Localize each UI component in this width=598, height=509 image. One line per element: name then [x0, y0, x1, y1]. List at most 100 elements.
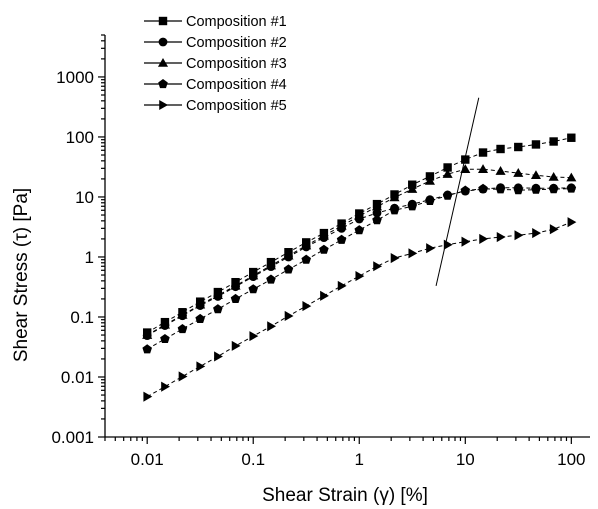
legend-item: Composition #3 — [144, 56, 287, 72]
pentagon-marker — [230, 293, 241, 303]
x-tick-label: 0.01 — [131, 450, 164, 469]
triangle-up-marker — [195, 299, 206, 309]
square-marker — [461, 155, 470, 164]
pentagon-marker — [407, 201, 418, 211]
pentagon-marker — [177, 323, 188, 334]
legend-label: Composition #5 — [186, 98, 287, 114]
pentagon-marker — [195, 313, 205, 323]
pentagon-marker — [495, 184, 506, 194]
triangle-up-marker — [177, 309, 188, 319]
pentagon-marker — [160, 333, 170, 344]
triangle-up-marker — [142, 330, 153, 339]
square-marker — [567, 133, 576, 142]
triangle-up-marker — [407, 184, 418, 193]
legend-label: Composition #1 — [186, 14, 287, 30]
pentagon-marker — [142, 344, 152, 354]
triangle-up-marker — [265, 260, 277, 270]
square-marker — [478, 148, 488, 157]
triangle-right-marker — [408, 248, 418, 259]
triangle-up-marker — [248, 270, 259, 280]
x-tick-label: 1 — [355, 450, 364, 469]
x-tick-label: 10 — [456, 450, 475, 469]
triangle-right-marker — [532, 228, 542, 239]
y-tick-label: 0.001 — [51, 428, 94, 447]
y-tick-label: 0.1 — [70, 308, 94, 327]
triangle-right-marker — [390, 252, 400, 264]
transition-line — [435, 97, 480, 286]
pentagon-marker — [248, 284, 259, 294]
triangle-up-marker — [230, 280, 241, 290]
triangle-right-marker — [549, 224, 559, 235]
series-4 — [142, 183, 577, 354]
pentagon-marker — [213, 304, 223, 314]
triangle-up-marker — [424, 175, 435, 185]
pentagon-marker — [266, 274, 276, 284]
triangle-right-marker — [355, 271, 365, 282]
series-5 — [143, 217, 577, 402]
series-line — [146, 168, 572, 336]
triangle-up-marker — [159, 319, 170, 329]
triangle-right-marker — [159, 99, 169, 111]
triangle-up-marker — [566, 172, 577, 182]
triangle-up-marker — [442, 169, 453, 178]
triangle-up-marker — [318, 230, 329, 240]
series-2 — [142, 183, 576, 340]
triangle-up-marker — [212, 290, 223, 300]
pentagon-marker — [336, 234, 347, 244]
triangle-up-marker — [460, 164, 471, 173]
triangle-right-marker — [267, 321, 277, 332]
annotation-layer — [435, 97, 480, 286]
y-tick-label: 100 — [66, 128, 94, 147]
pentagon-marker — [354, 225, 365, 235]
pentagon-marker — [425, 195, 435, 205]
triangle-right-marker — [143, 391, 153, 402]
triangle-right-marker — [178, 371, 188, 382]
triangle-right-marker — [231, 340, 241, 351]
triangle-right-marker — [496, 231, 506, 243]
pentagon-marker — [319, 244, 329, 254]
square-marker — [158, 16, 168, 26]
triangle-right-marker — [161, 381, 170, 392]
pentagon-marker — [478, 183, 488, 193]
triangle-up-marker — [477, 164, 489, 173]
pentagon-marker — [372, 215, 382, 225]
triangle-up-marker — [157, 57, 169, 67]
triangle-up-marker — [495, 166, 506, 175]
square-marker — [531, 140, 541, 149]
pentagon-marker — [389, 205, 400, 215]
y-tick-label: 10 — [75, 188, 94, 207]
pentagon-marker — [460, 185, 471, 195]
triangle-up-marker — [530, 170, 542, 180]
circle-marker — [158, 37, 168, 47]
triangle-up-marker — [548, 171, 559, 181]
legend-item: Composition #2 — [144, 35, 287, 51]
triangle-right-marker — [443, 239, 453, 250]
legend-item: Composition #1 — [144, 14, 287, 30]
square-marker — [443, 163, 452, 172]
legend-label: Composition #2 — [186, 35, 287, 51]
legend-item: Composition #4 — [144, 77, 287, 93]
y-tick-label: 0.01 — [61, 368, 94, 387]
series-line — [146, 221, 572, 398]
triangle-right-marker — [567, 217, 577, 228]
series-1 — [142, 133, 576, 337]
legend-item: Composition #5 — [144, 98, 287, 114]
triangle-up-marker — [371, 201, 383, 211]
series-layer — [142, 133, 577, 402]
triangle-right-marker — [426, 243, 435, 254]
square-marker — [549, 137, 558, 146]
pentagon-marker — [548, 184, 559, 194]
triangle-right-marker — [373, 261, 383, 272]
y-tick-label: 1000 — [56, 68, 94, 87]
triangle-up-marker — [354, 211, 365, 220]
series-3 — [142, 164, 577, 339]
pentagon-marker — [158, 78, 168, 89]
triangle-up-marker — [389, 192, 400, 202]
pentagon-marker — [301, 254, 312, 264]
triangle-up-marker — [301, 240, 312, 250]
square-marker — [496, 144, 505, 154]
triangle-right-marker — [214, 351, 223, 362]
triangle-right-marker — [337, 280, 347, 291]
y-axis-title: Shear Stress (τ) [Pa] — [11, 188, 32, 362]
